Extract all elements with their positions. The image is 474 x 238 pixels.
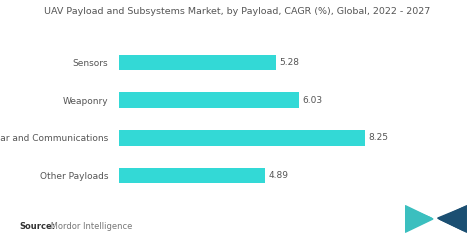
Polygon shape bbox=[439, 206, 467, 232]
Polygon shape bbox=[405, 207, 431, 231]
Text: UAV Payload and Subsystems Market, by Payload, CAGR (%), Global, 2022 - 2027: UAV Payload and Subsystems Market, by Pa… bbox=[44, 7, 430, 16]
Bar bbox=[118, 130, 365, 146]
Bar bbox=[118, 92, 299, 108]
Bar bbox=[118, 168, 264, 183]
Bar bbox=[118, 55, 276, 70]
Text: 8.25: 8.25 bbox=[368, 133, 389, 142]
Text: Source:: Source: bbox=[19, 222, 55, 231]
Text: Mordor Intelligence: Mordor Intelligence bbox=[48, 222, 133, 231]
Text: 6.03: 6.03 bbox=[302, 96, 322, 105]
Polygon shape bbox=[405, 206, 433, 232]
Text: 5.28: 5.28 bbox=[280, 58, 300, 67]
Text: 4.89: 4.89 bbox=[268, 171, 288, 180]
Polygon shape bbox=[438, 207, 464, 231]
